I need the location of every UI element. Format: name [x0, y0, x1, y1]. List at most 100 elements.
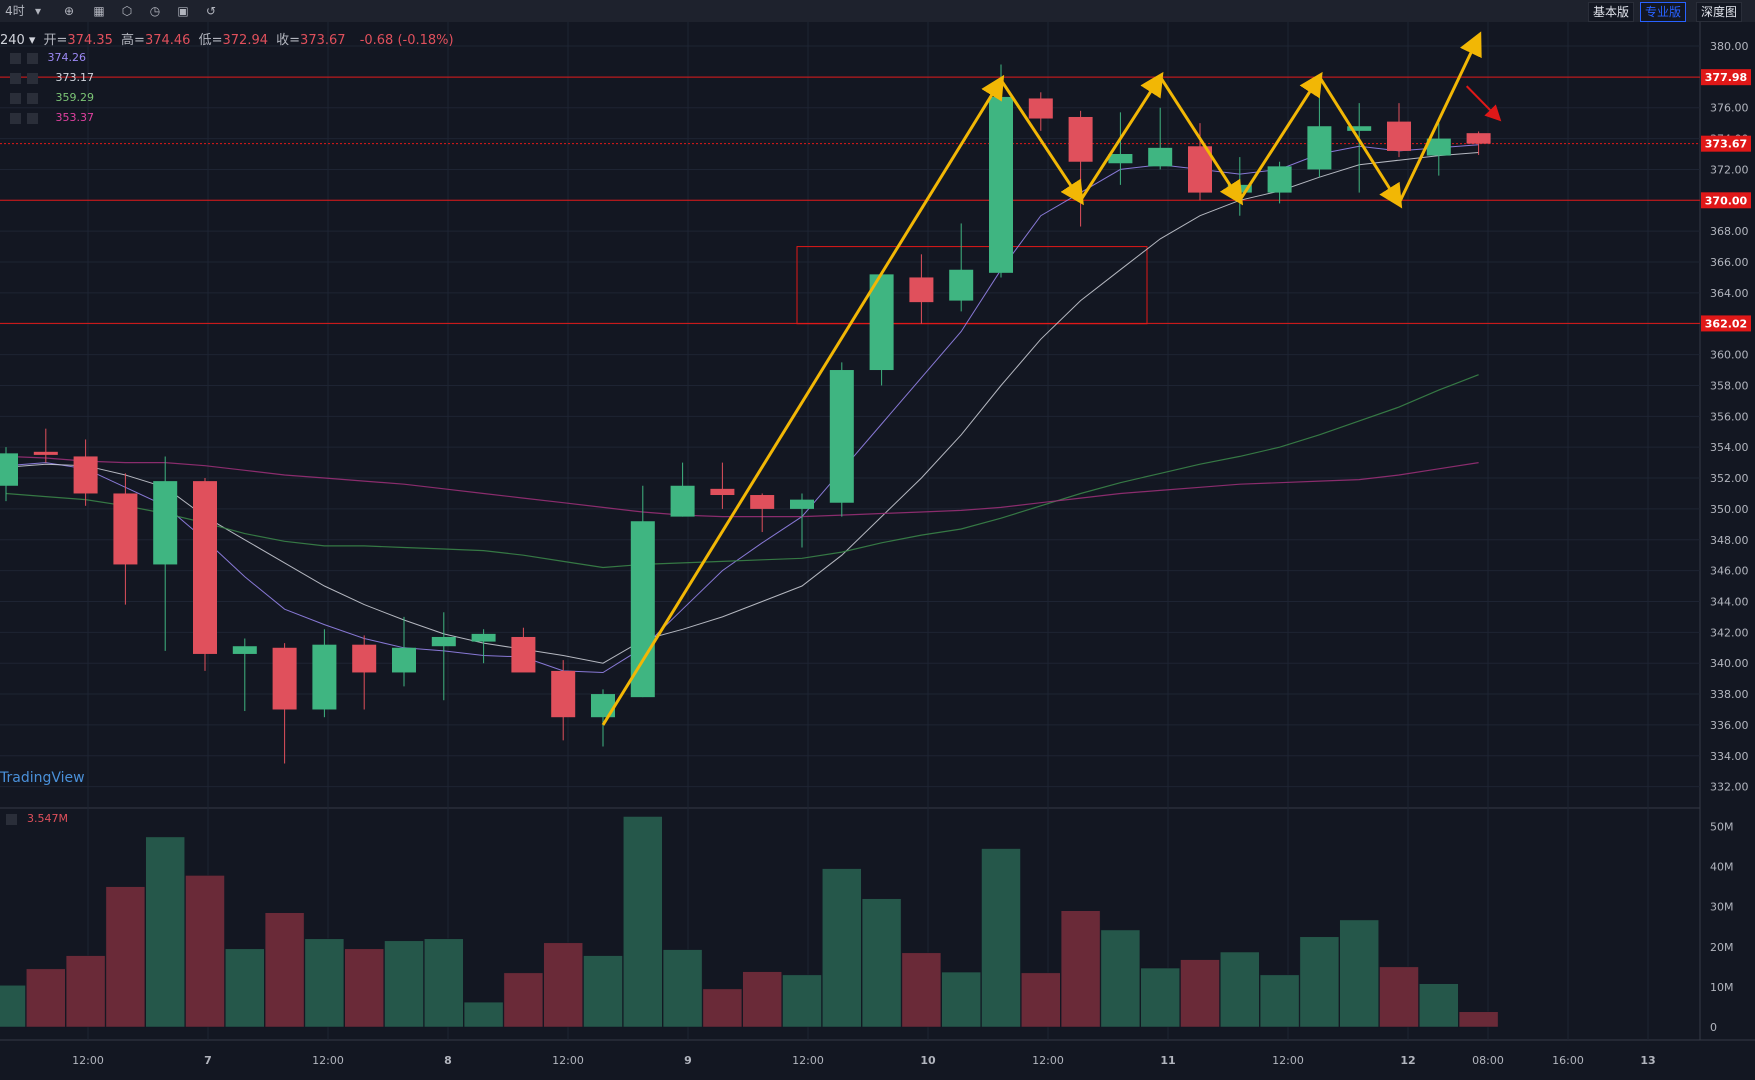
visibility-icon[interactable] [10, 52, 21, 64]
close-icon[interactable] [27, 92, 38, 104]
ma-value: 373.17 [55, 71, 95, 84]
chevron-down-icon: ▾ [28, 33, 36, 48]
y-tick-label: 360.00 [1710, 349, 1749, 362]
y-tick-label: 350.00 [1710, 503, 1749, 516]
price-level-tag [1701, 135, 1751, 152]
close-icon[interactable] [27, 72, 38, 84]
ma-value: 353.37 [55, 111, 95, 124]
y-tick-label: 358.00 [1710, 379, 1749, 392]
undo-icon[interactable]: ↺ [205, 4, 217, 18]
x-tick-label: 7 [204, 1054, 212, 1067]
moving-average-line [5, 374, 1479, 569]
volume-tick-label: 50M [1710, 821, 1734, 834]
volume-bar [1379, 966, 1419, 1028]
tradingview-watermark: TradingView [0, 770, 85, 786]
y-tick-label: 356.00 [1710, 410, 1749, 423]
candle-body [73, 456, 98, 494]
volume-tick-label: 0 [1710, 1021, 1717, 1034]
candle-body [471, 633, 496, 642]
y-tick-label: 348.00 [1710, 534, 1749, 547]
volume-tick-label: 10M [1710, 981, 1734, 994]
candle-body [272, 647, 297, 710]
trend-arrow [999, 79, 1084, 206]
volume-bar [264, 912, 305, 1028]
high-value: 374.46 [144, 33, 191, 48]
x-tick-label: 12:00 [72, 1054, 104, 1067]
candle-body [1188, 146, 1212, 193]
ma-value: 359.29 [55, 91, 95, 104]
basic-version-button[interactable]: 基本版 [1588, 2, 1635, 22]
settings-icon[interactable]: ⬡ [121, 4, 133, 18]
pro-version-button[interactable]: 专业版 [1640, 2, 1687, 22]
candle-body [1466, 133, 1491, 144]
volume-bar [304, 938, 345, 1028]
down-arrow [1465, 85, 1502, 122]
volume-bar [424, 938, 464, 1028]
y-tick-label: 352.00 [1710, 472, 1749, 485]
change-value: -0.68 (-0.18%) [359, 33, 454, 48]
clock-icon[interactable]: ◷ [149, 4, 161, 18]
visibility-icon[interactable] [10, 112, 21, 124]
volume-bar [1220, 951, 1260, 1028]
x-tick-label: 11 [1160, 1054, 1175, 1067]
y-tick-label: 334.00 [1710, 750, 1749, 763]
add-indicator-icon[interactable]: ⊕ [63, 4, 75, 18]
ohlc-legend: 240 ▾ 开=374.35 高=374.46 低=372.94 收=373.67… [0, 29, 458, 48]
volume-tick-label: 30M [1710, 901, 1734, 914]
volume-bar [1140, 967, 1180, 1028]
visibility-icon[interactable] [10, 92, 21, 104]
candle-body [33, 451, 58, 455]
x-tick-label: 12:00 [792, 1054, 824, 1067]
candle-body [909, 277, 934, 303]
volume-bar [344, 948, 384, 1028]
volume-bar [742, 971, 782, 1028]
trend-arrow [1079, 71, 1164, 202]
open-value: 374.35 [67, 33, 113, 48]
candle-body [1307, 126, 1332, 170]
candle-body [193, 481, 217, 654]
y-tick-label: 342.00 [1710, 626, 1749, 639]
x-tick-label: 12:00 [1272, 1054, 1304, 1067]
y-tick-label: 380.00 [1710, 40, 1749, 53]
volume-bar [145, 836, 185, 1028]
y-tick-label: 372.00 [1710, 163, 1749, 176]
y-tick-label: 368.00 [1710, 225, 1749, 238]
close-icon[interactable] [27, 112, 38, 124]
candle-body [1148, 147, 1173, 167]
volume-bar [463, 1001, 504, 1028]
open-label: 开= [43, 33, 68, 48]
volume-bar [981, 848, 1021, 1028]
volume-bar [225, 948, 265, 1028]
volume-bar [384, 940, 424, 1028]
visibility-icon[interactable] [10, 72, 21, 84]
volume-bar [1060, 910, 1101, 1028]
candle-body [630, 521, 655, 698]
depth-chart-button[interactable]: 深度图 [1696, 2, 1743, 22]
candle-body [1387, 121, 1411, 151]
screenshot-icon[interactable]: ▣ [177, 4, 189, 18]
close-icon[interactable] [27, 52, 38, 64]
candle-body [232, 646, 257, 654]
x-tick-label: 9 [684, 1054, 692, 1067]
trend-arrow [1158, 76, 1244, 206]
top-toolbar: 4时 ▾ ⊕ ▦ ⬡ ◷ ▣ ↺ 基本版 专业版 深度图 [0, 0, 1755, 22]
x-tick-label: 12:00 [312, 1054, 344, 1067]
x-tick-label: 13 [1640, 1054, 1655, 1067]
interval-selector[interactable]: 4时 [5, 4, 25, 18]
volume-bar [543, 942, 583, 1028]
x-tick-label: 10 [920, 1054, 936, 1067]
trend-arrow [1238, 71, 1323, 202]
high-label: 高= [121, 33, 145, 48]
close-icon[interactable] [6, 813, 17, 825]
chart-type-icon[interactable]: ▦ [93, 4, 105, 18]
volume-bar [782, 974, 822, 1028]
volume-bar [105, 886, 146, 1028]
candle-body [989, 96, 1013, 273]
chevron-down-icon[interactable]: ▾ [34, 4, 42, 18]
volume-bar [185, 875, 225, 1028]
volume-value: 3.547M [27, 812, 68, 825]
candle-body [1108, 154, 1133, 164]
moving-average-line [5, 144, 1479, 674]
volume-bar [1458, 1011, 1499, 1028]
